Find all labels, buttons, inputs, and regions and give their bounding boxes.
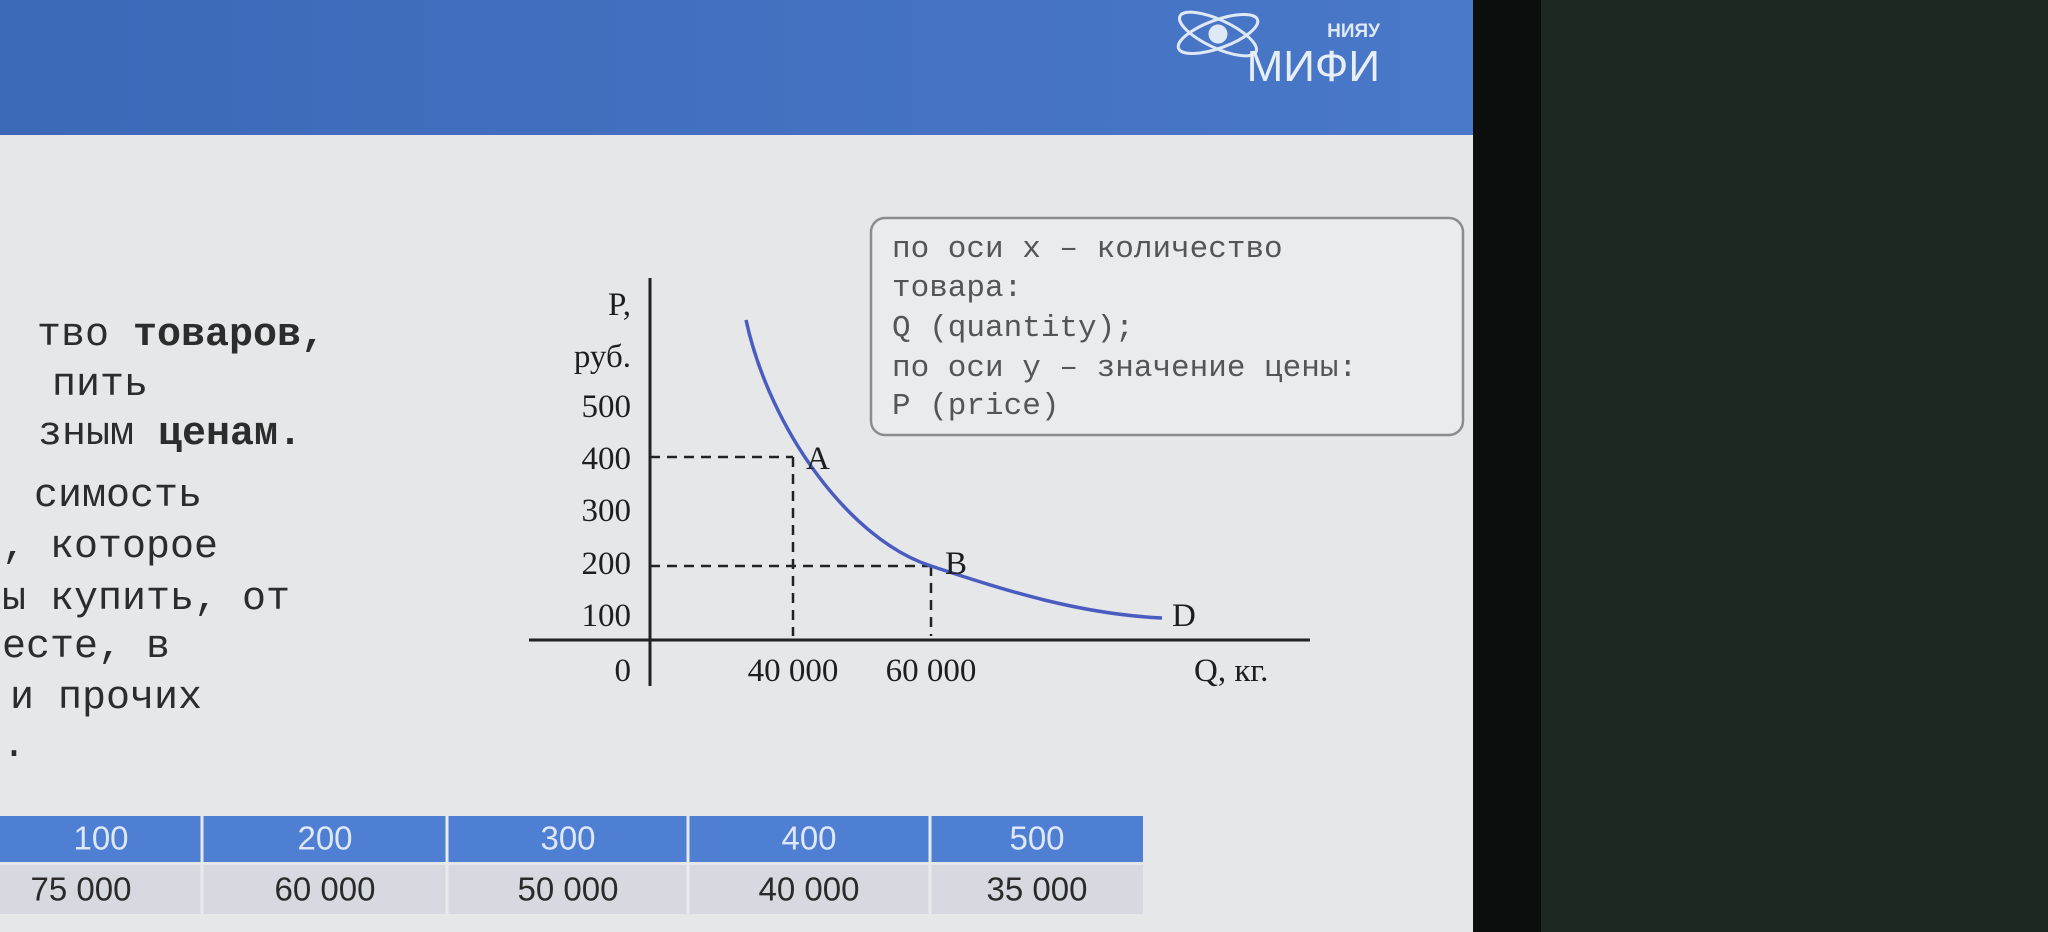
table-cell: 75 000 <box>31 871 132 908</box>
table-dividers <box>200 816 932 914</box>
note-line: по оси x – количество <box>892 232 1283 267</box>
note-line: по оси y – значение цены: <box>892 351 1357 386</box>
y-tick-label: 300 <box>582 493 632 529</box>
table: 100 200 300 400 500 75 000 60 000 50 000… <box>0 816 1143 914</box>
table-header-cell: 500 <box>1009 820 1064 857</box>
demand-figure: P, руб. 500 400 300 200 100 0 40 000 60 … <box>529 278 1310 689</box>
bezel <box>1473 0 1541 932</box>
text-line: и прочих <box>10 676 202 721</box>
note: по оси x – количество товара: Q (quantit… <box>892 232 1357 424</box>
body-text: тво товаров, пить зным ценам. симость , … <box>2 313 325 769</box>
text-line: тво товаров, <box>37 313 325 358</box>
note-line: товара: <box>892 271 1022 306</box>
point-label: D <box>1172 598 1196 634</box>
x-tick-label: 60 000 <box>886 653 977 689</box>
guides <box>650 455 933 636</box>
table-cell: 35 000 <box>987 871 1088 908</box>
y-axis-label: руб. <box>574 339 631 375</box>
note-box <box>869 216 1465 437</box>
text: тво <box>37 313 109 358</box>
slide <box>0 0 1473 932</box>
point-label: A <box>806 441 830 477</box>
text-line: , которое <box>2 525 218 570</box>
x-tick-label: 40 000 <box>748 653 839 689</box>
text-line: . <box>2 724 26 769</box>
text-line: пить <box>52 363 148 408</box>
logo-main: МИФИ <box>1247 42 1380 91</box>
y-axis-label: P, <box>608 287 631 323</box>
point-label: B <box>945 546 967 582</box>
figure-labels: P, руб. 500 400 300 200 100 0 40 000 60 … <box>574 287 1269 689</box>
text-line: есте, в <box>2 625 170 670</box>
demand-curve <box>744 319 1163 620</box>
table-cell: 50 000 <box>518 871 619 908</box>
text-line: симость <box>34 474 202 519</box>
y-tick-label: 100 <box>582 598 632 634</box>
text-line: ы купить, от <box>2 577 290 622</box>
x-axis-label: Q, кг. <box>1194 653 1268 689</box>
text-line: зным ценам. <box>38 412 302 457</box>
table-cells: 100 200 300 400 500 75 000 60 000 50 000… <box>31 820 1088 908</box>
background <box>1541 0 2048 932</box>
table-header-cell: 400 <box>781 820 836 857</box>
table-row <box>0 865 1143 914</box>
y-tick-label: 200 <box>582 546 632 582</box>
table-header-row <box>0 816 1143 862</box>
table-header-cell: 100 <box>73 820 128 857</box>
text-bold: ценам. <box>158 412 302 457</box>
table-header-cell: 200 <box>297 820 352 857</box>
note-line: P (price) <box>892 389 1059 424</box>
table-cell: 60 000 <box>275 871 376 908</box>
text-bold: товаров, <box>133 313 325 358</box>
logo-small: НИЯУ <box>1327 21 1380 42</box>
note-line: Q (quantity); <box>892 311 1134 346</box>
text: зным <box>38 412 134 457</box>
table-header-cell: 300 <box>540 820 595 857</box>
origin-label: 0 <box>615 653 632 689</box>
table-cell: 40 000 <box>759 871 860 908</box>
logo <box>1176 10 1260 58</box>
y-tick-label: 400 <box>582 441 632 477</box>
y-tick-label: 500 <box>582 389 632 425</box>
